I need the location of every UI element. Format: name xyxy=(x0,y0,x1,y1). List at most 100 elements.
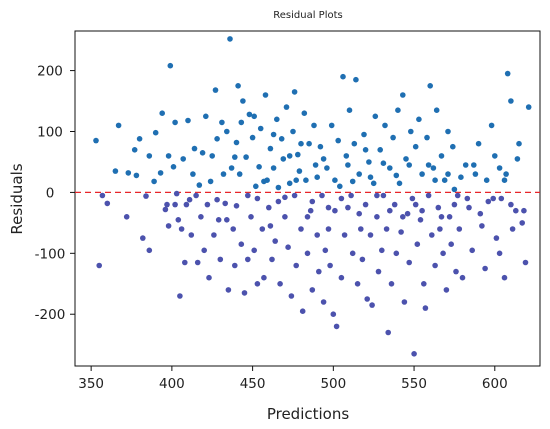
scatter-point xyxy=(403,156,409,162)
x-tick-label: 600 xyxy=(482,376,508,392)
scatter-point xyxy=(396,180,403,187)
y-tick-label: 100 xyxy=(37,125,63,141)
scatter-point xyxy=(312,162,319,168)
scatter-point xyxy=(346,107,353,113)
scatter-point xyxy=(204,201,211,208)
scatter-point xyxy=(215,217,222,223)
scatter-point xyxy=(383,226,390,232)
scatter-point xyxy=(425,162,432,168)
scatter-point xyxy=(222,200,228,207)
scatter-point xyxy=(469,247,476,254)
scatter-point xyxy=(267,145,274,152)
scatter-point xyxy=(430,165,437,171)
scatter-point xyxy=(488,122,495,129)
scatter-point xyxy=(509,226,516,232)
scatter-point xyxy=(362,201,369,208)
scatter-point xyxy=(432,262,438,269)
x-tick-label: 450 xyxy=(240,376,266,392)
scatter-point xyxy=(519,220,525,226)
scatter-point xyxy=(298,226,304,232)
y-axis: 200 100 0 -100 -200 xyxy=(35,64,75,323)
scatter-point xyxy=(282,194,288,201)
scatter-point xyxy=(146,153,153,159)
scatter-point xyxy=(525,104,532,110)
scatter-point xyxy=(332,207,338,214)
scatter-point xyxy=(379,247,385,254)
scatter-point xyxy=(367,232,374,238)
scatter-point xyxy=(387,207,393,214)
scatter-point xyxy=(178,226,185,232)
scatter-point xyxy=(335,137,342,144)
scatter-point xyxy=(193,192,199,199)
scatter-point xyxy=(246,111,253,118)
scatter-point xyxy=(393,172,400,179)
scatter-point xyxy=(345,204,351,211)
scatter-point xyxy=(140,235,146,241)
scatter-point xyxy=(165,153,172,159)
scatter-point xyxy=(288,293,295,299)
scatter-point xyxy=(314,174,321,180)
scatter-point xyxy=(206,274,212,281)
scatter-point xyxy=(175,217,182,223)
scatter-point xyxy=(256,164,262,170)
scatter-point xyxy=(133,172,140,179)
scatter-point xyxy=(466,204,472,211)
scatter-point xyxy=(437,226,443,232)
scatter-point xyxy=(441,177,448,183)
scatter-point xyxy=(377,147,384,153)
scatter-point xyxy=(207,178,214,185)
scatter-point xyxy=(503,171,509,177)
x-axis: 350 400 450 500 550 600 xyxy=(78,366,508,392)
scatter-point xyxy=(501,177,508,183)
scatter-point xyxy=(338,274,345,281)
scatter-point xyxy=(322,247,329,254)
scatter-point xyxy=(254,281,261,287)
scatter-point xyxy=(283,104,290,110)
scatter-point xyxy=(172,201,178,208)
scatter-point xyxy=(290,128,296,135)
scatter-point xyxy=(446,214,453,220)
y-tick-label: -100 xyxy=(35,246,66,262)
scatter-point xyxy=(490,195,497,202)
scatter-point xyxy=(450,143,456,150)
scatter-point xyxy=(173,190,180,197)
scatter-point xyxy=(445,171,451,177)
scatter-point xyxy=(521,207,527,214)
scatter-point xyxy=(320,299,327,305)
scatter-point xyxy=(259,226,266,232)
scatter-point xyxy=(354,281,361,287)
scatter-point xyxy=(356,171,363,177)
scatter-point xyxy=(253,183,259,190)
scatter-point xyxy=(275,184,282,191)
scatter-point xyxy=(443,287,450,293)
scatter-point xyxy=(220,171,227,177)
scatter-point xyxy=(251,113,257,120)
scatter-point xyxy=(419,207,425,214)
scatter-point xyxy=(190,171,196,177)
scatter-point xyxy=(471,162,477,168)
scatter-point xyxy=(291,89,298,95)
scatter-point xyxy=(104,200,111,207)
scatter-point xyxy=(180,156,186,162)
scatter-point xyxy=(212,87,219,93)
scatter-point xyxy=(338,195,345,202)
scatter-point xyxy=(332,177,338,183)
scatter-point xyxy=(388,281,395,287)
scatter-point xyxy=(419,171,425,177)
scatter-point xyxy=(406,162,413,168)
scatter-point xyxy=(123,214,130,220)
scatter-point xyxy=(286,153,293,159)
scatter-point xyxy=(370,180,377,187)
chart-title: Residual Plots xyxy=(273,10,342,21)
scatter-point xyxy=(269,256,275,263)
scatter-point xyxy=(266,204,272,211)
x-tick-label: 550 xyxy=(401,376,427,392)
scatter-point xyxy=(249,134,256,141)
scatter-point xyxy=(291,192,298,199)
scatter-point xyxy=(411,351,417,357)
scatter-point xyxy=(445,128,451,135)
scatter-points xyxy=(93,36,532,357)
scatter-point xyxy=(295,151,301,158)
scatter-point xyxy=(351,140,358,147)
scatter-point xyxy=(185,117,191,124)
